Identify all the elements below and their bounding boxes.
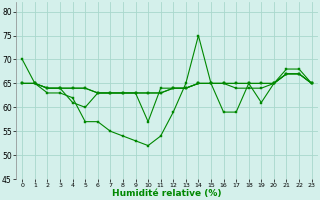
X-axis label: Humidité relative (%): Humidité relative (%) <box>112 189 222 198</box>
